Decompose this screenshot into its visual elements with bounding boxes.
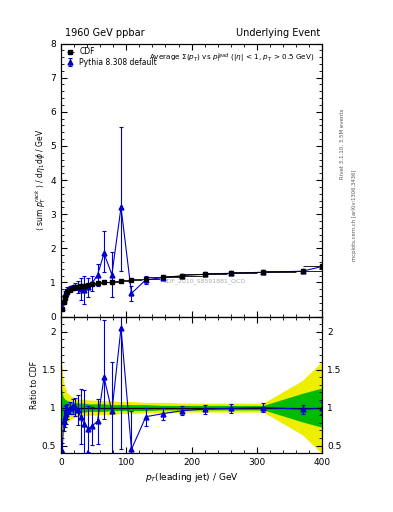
Y-axis label: Ratio to CDF: Ratio to CDF — [30, 361, 39, 409]
Legend: CDF, Pythia 8.308 default: CDF, Pythia 8.308 default — [63, 46, 158, 69]
Text: Average $\Sigma(p_T)$ vs $p_T^{lead}$ ($|\eta|$ < 1, $p_T$ > 0.5 GeV): Average $\Sigma(p_T)$ vs $p_T^{lead}$ ($… — [149, 52, 314, 65]
Text: Rivet 3.1.10, 3.5M events: Rivet 3.1.10, 3.5M events — [340, 108, 345, 179]
Text: 1960 GeV ppbar: 1960 GeV ppbar — [65, 28, 145, 38]
Y-axis label: $\langle$ sum $p_T^{rack}$ $\rangle$ / d$\eta_1$d$\phi$ / GeV: $\langle$ sum $p_T^{rack}$ $\rangle$ / d… — [33, 129, 48, 231]
Text: mcplots.cern.ch [arXiv:1306.3436]: mcplots.cern.ch [arXiv:1306.3436] — [352, 169, 357, 261]
X-axis label: $p_T$(leading jet) / GeV: $p_T$(leading jet) / GeV — [145, 471, 239, 484]
Text: CDF_2010_S8591881_QCD: CDF_2010_S8591881_QCD — [163, 278, 246, 284]
Text: Underlying Event: Underlying Event — [236, 28, 320, 38]
